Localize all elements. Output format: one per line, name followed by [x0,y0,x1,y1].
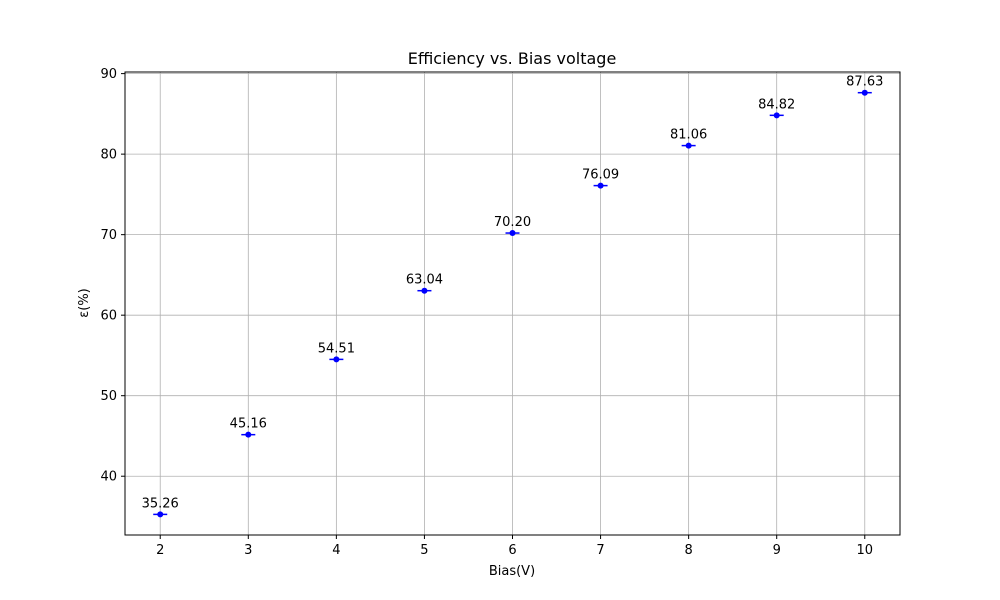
axes: 2 3 4 5 6 7 8 9 10 40 50 60 70 80 90 [100,67,901,558]
x-tick-label: 6 [508,543,516,558]
data-label: 63.04 [406,273,443,288]
x-tick-label: 8 [684,543,692,558]
y-tick-label: 60 [100,309,117,324]
x-tick-label: 7 [596,543,604,558]
data-point [857,89,872,96]
data-point [329,356,344,363]
data-point [417,287,432,294]
data-point [769,112,784,119]
data-point [241,431,256,438]
data-point [505,230,520,237]
y-tick-label: 80 [100,148,117,163]
data-label: 70.20 [494,215,531,230]
data-point [593,182,608,189]
data-label: 45.16 [230,417,267,432]
data-marker [157,511,164,518]
data-marker [421,287,428,294]
data-labels: 35.26 45.16 54.51 63.04 70.20 76.09 81.06 84.82… [142,75,884,512]
data-marker [597,182,604,189]
y-tick-label: 70 [100,228,117,243]
y-tick-label: 50 [100,389,117,404]
data-marker [245,431,252,438]
data-label: 87.63 [846,75,883,90]
grid [125,72,900,535]
x-tick-label: 9 [773,543,781,558]
data-point [681,142,696,149]
x-tick-label: 5 [420,543,428,558]
x-tick-label: 2 [156,543,164,558]
y-tick-label: 40 [100,470,117,485]
data-marker [333,356,340,363]
data-marker [509,230,516,237]
chart-title: Efficiency vs. Bias voltage [408,49,617,68]
data-point [153,511,168,518]
data-points [153,89,872,518]
data-label: 81.06 [670,128,707,143]
x-axis-label: Bias(V) [489,564,535,579]
y-tick-label: 90 [100,67,117,82]
data-marker [685,142,692,149]
data-label: 54.51 [318,341,355,356]
x-tick-label: 4 [332,543,340,558]
x-tick-label: 3 [244,543,252,558]
data-marker [861,89,868,96]
y-axis-label: ε(%) [77,288,92,318]
data-label: 76.09 [582,168,619,183]
data-label: 84.82 [758,97,795,112]
x-tick-label: 10 [856,543,873,558]
data-label: 35.26 [142,496,179,511]
data-marker [773,112,780,119]
